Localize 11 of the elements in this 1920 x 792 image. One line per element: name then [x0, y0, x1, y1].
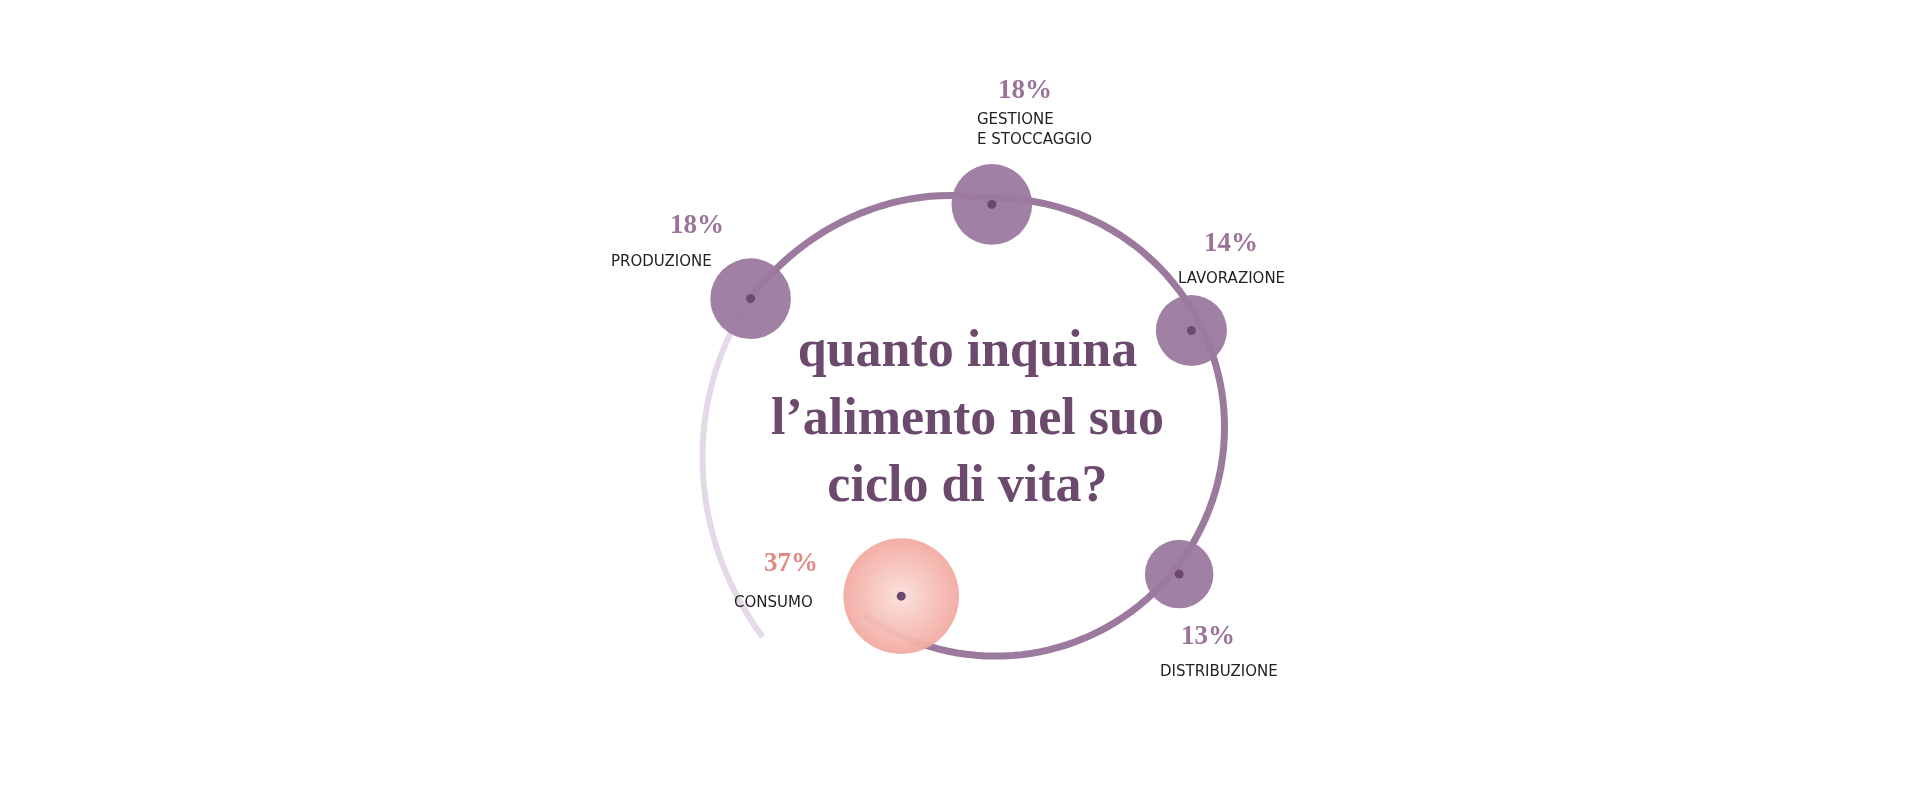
category-label: PRODUZIONE	[611, 252, 712, 270]
data-label: 14%	[1204, 227, 1258, 257]
category-label: GESTIONE E STOCCAGGIO	[977, 110, 1093, 148]
data-label: 37%	[764, 547, 818, 577]
category-label: LAVORAZIONE	[1178, 269, 1286, 287]
text: quanto inquina l’alimento nel suo ciclo di vita?	[771, 320, 1164, 513]
category-label: CONSUMO	[734, 593, 813, 611]
category-label: DISTRIBUZIONE	[1160, 662, 1278, 680]
data-label: 18%	[998, 74, 1052, 104]
data-label: 13%	[1181, 620, 1235, 650]
data-label: 18%	[670, 209, 724, 239]
